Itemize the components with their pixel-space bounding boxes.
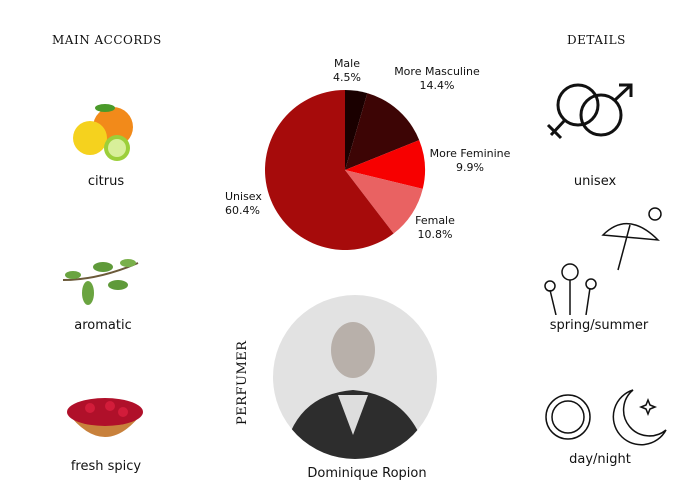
cranberry-bowl-image bbox=[67, 398, 143, 437]
flowers-umbrella-sun-icon bbox=[544, 207, 662, 315]
pie-label-unisex: Unisex 60.4% bbox=[225, 190, 262, 217]
pie-slice-male bbox=[345, 90, 368, 170]
details-title: DETAILS bbox=[567, 33, 626, 47]
citrus-fruit-image bbox=[73, 104, 133, 161]
pie-slice-unisex bbox=[265, 89, 394, 250]
perfumer-name[interactable]: Dominique Ropion bbox=[307, 466, 427, 481]
herb-sprig-image bbox=[62, 259, 139, 305]
pie-label-more-feminine: More Feminine 9.9% bbox=[429, 147, 511, 174]
pie-slice-more-masculine bbox=[345, 93, 420, 170]
main-accords-title: MAIN ACCORDS bbox=[52, 33, 162, 47]
pie-slice-more-feminine bbox=[345, 140, 425, 189]
accord-fresh-spicy: fresh spicy bbox=[70, 459, 142, 474]
detail-time: day/night bbox=[569, 452, 631, 467]
accord-aromatic: aromatic bbox=[74, 318, 132, 333]
pie-label-male: Male 4.5% bbox=[333, 57, 361, 84]
pie-label-female: Female 10.8% bbox=[415, 214, 455, 241]
perfumer-photo bbox=[273, 295, 437, 459]
perfumer-heading: PERFUMER bbox=[235, 340, 250, 425]
detail-season: spring/summer bbox=[549, 318, 649, 333]
sun-moon-icon bbox=[545, 389, 667, 446]
gender-pie-chart bbox=[265, 89, 425, 250]
pie-slice-female bbox=[345, 170, 423, 234]
pie-label-more-masculine: More Masculine 14.4% bbox=[394, 65, 480, 92]
detail-unisex: unisex bbox=[573, 174, 617, 189]
accord-citrus: citrus bbox=[87, 174, 125, 189]
gender-symbols-icon bbox=[546, 83, 633, 140]
